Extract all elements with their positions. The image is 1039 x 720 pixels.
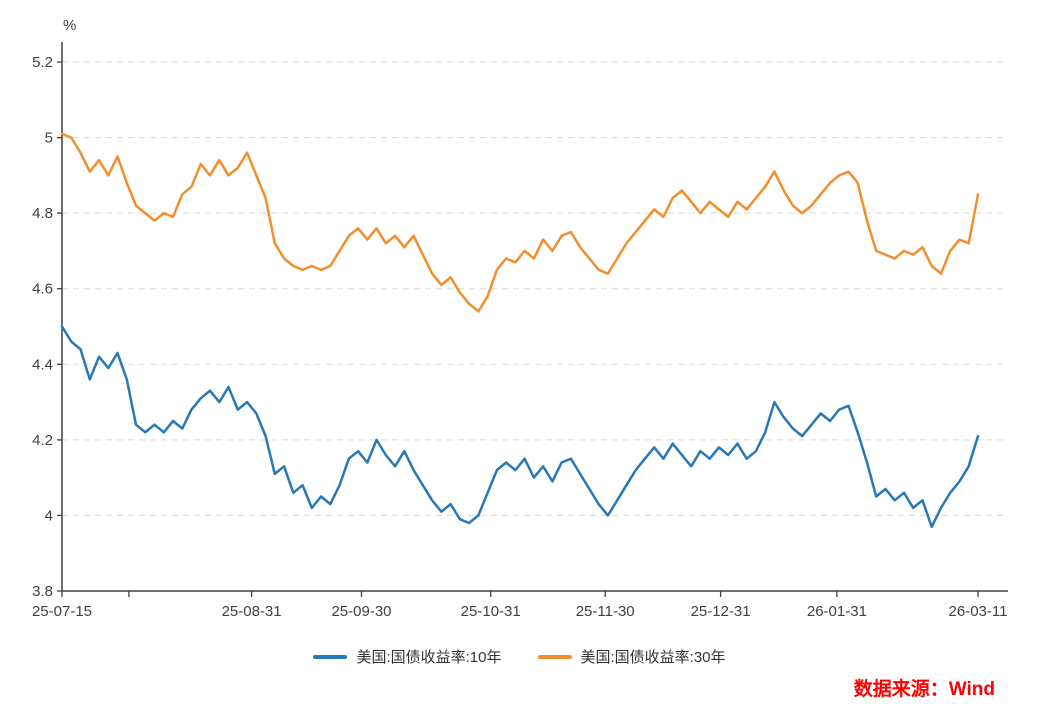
x-tick-label: 25-10-31: [461, 603, 521, 620]
legend-item-30y[interactable]: 美国:国债收益率:30年: [537, 646, 726, 667]
y-tick-label: 3.8: [32, 583, 53, 600]
y-tick-label: 4.4: [32, 356, 53, 373]
y-tick-label: 5.2: [32, 54, 53, 71]
x-tick-label: 25-11-30: [576, 603, 635, 620]
x-tick-label: 25-07-15: [32, 603, 92, 620]
y-tick-label: 4.2: [32, 432, 53, 449]
legend-item-10y[interactable]: 美国:国债收益率:10年: [313, 646, 502, 667]
legend: 美国:国债收益率:10年 美国:国债收益率:30年: [0, 646, 1039, 667]
series-line-0: [60, 325, 980, 529]
x-tick-label: 25-12-31: [691, 603, 751, 620]
legend-label-30y: 美国:国债收益率:30年: [580, 649, 726, 666]
x-tick-label: 26-01-31: [807, 603, 867, 620]
legend-swatch-10y: [313, 654, 348, 659]
y-tick-label: 5: [45, 130, 53, 147]
y-axis-unit-label: %: [63, 17, 76, 34]
legend-swatch-30y: [537, 654, 572, 659]
y-tick-label: 4.6: [32, 281, 53, 298]
series-line-1: [60, 132, 980, 313]
x-tick-label: 26-03-11: [949, 603, 1008, 620]
legend-label-10y: 美国:国债收益率:10年: [356, 649, 502, 666]
x-tick-label: 25-08-31: [222, 603, 282, 620]
data-source-label: 数据来源：Wind: [853, 679, 995, 700]
y-tick-label: 4: [45, 507, 53, 524]
x-tick-label: 25-09-30: [331, 603, 391, 620]
yield-line-chart: 3.8 4 4.2 4.4 4.6 4.8 5 5.2 25-07-15 25-08-31 25-0…: [32, 17, 1008, 620]
y-tick-label: 4.8: [32, 205, 53, 222]
